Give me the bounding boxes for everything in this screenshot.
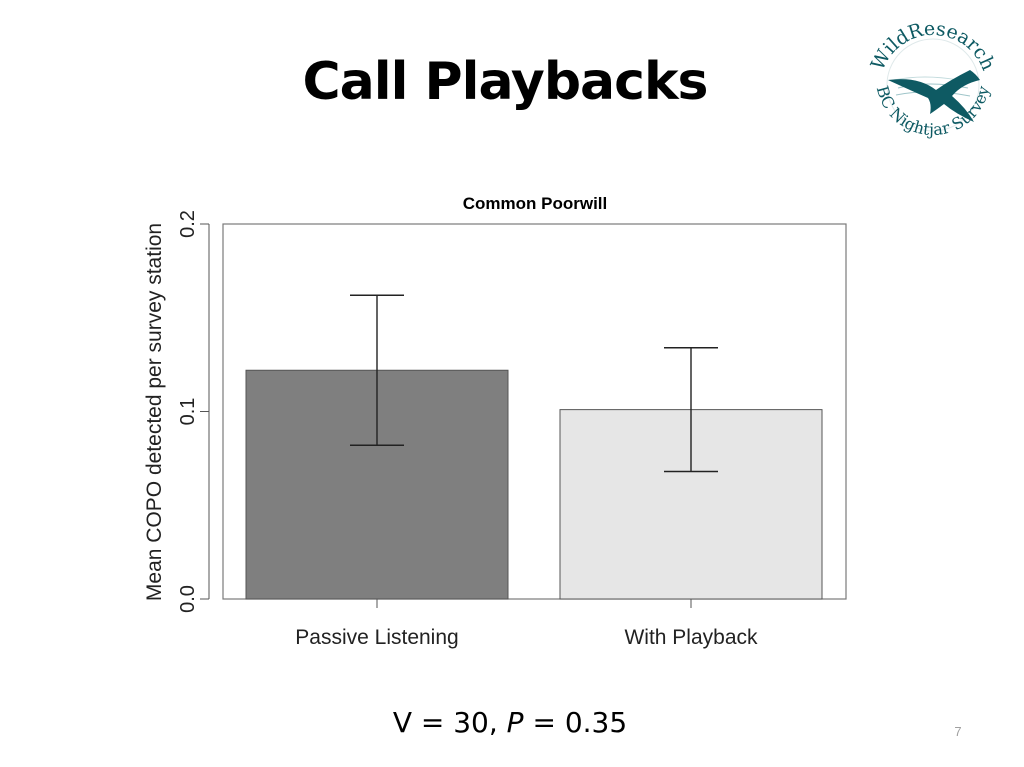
statistics-result: V = 30, P = 0.35: [330, 706, 690, 739]
plot-frame: [222, 223, 847, 600]
page-number: 7: [954, 724, 962, 739]
wildresearch-logo-icon: WildResearch BC Nightjar Survey: [867, 18, 1000, 139]
y-tick-label-0: 0.0: [177, 585, 199, 613]
stats-p-symbol: P: [506, 706, 524, 739]
y-axis-label: Mean COPO detected per survey station: [143, 223, 166, 601]
slide-title: Call Playbacks: [302, 52, 709, 112]
y-tick-label-2: 0.2: [177, 210, 199, 238]
y-tick-label-1: 0.1: [177, 398, 199, 426]
x-tick-label-1: With Playback: [624, 626, 758, 649]
nightjar-bird-icon: [888, 70, 980, 122]
chart-title: Common Poorwill: [463, 194, 608, 213]
stats-p-value: = 0.35: [532, 706, 628, 739]
x-tick-label-0: Passive Listening: [295, 626, 458, 649]
stats-v: V = 30,: [392, 706, 498, 739]
